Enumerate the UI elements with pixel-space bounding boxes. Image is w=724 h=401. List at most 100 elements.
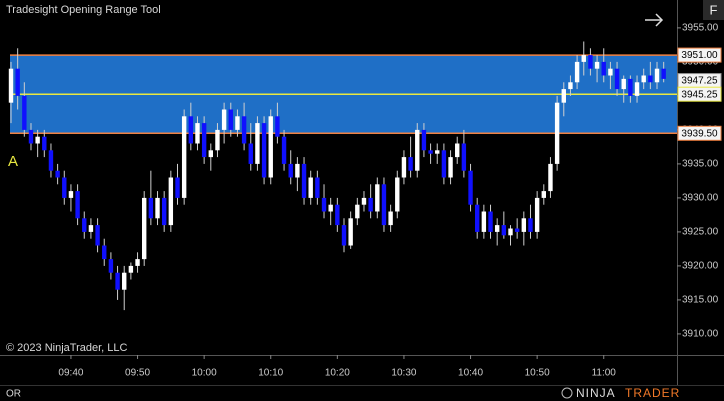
candle-body <box>475 204 480 232</box>
candle-body <box>235 116 240 130</box>
candle-body <box>195 123 200 144</box>
candle-body <box>375 184 380 212</box>
candle-body <box>315 177 320 198</box>
brand-left: NINJA <box>576 386 616 400</box>
candle-body <box>261 123 267 178</box>
x-tick-label: 10:00 <box>192 368 217 379</box>
y-tick-label: 3910.00 <box>682 329 719 340</box>
x-tick-label: 10:10 <box>258 368 283 379</box>
y-tick-label: 3915.00 <box>682 295 719 306</box>
x-tick-label: 10:20 <box>325 368 350 379</box>
candle-body <box>634 82 640 96</box>
candle-body <box>574 61 580 83</box>
candle-body <box>641 75 646 83</box>
candle-body <box>401 157 407 178</box>
candle-body <box>468 170 473 205</box>
plot-area <box>8 41 677 311</box>
f-button[interactable]: F <box>703 0 724 20</box>
candle-body <box>661 68 666 79</box>
candle-body <box>82 218 87 232</box>
candle-body <box>608 68 613 76</box>
button-bg <box>703 0 724 20</box>
y-tick-label: 3955.00 <box>682 23 719 34</box>
y-tick-label: 3920.00 <box>682 261 719 272</box>
candle-body <box>348 218 353 246</box>
candle-body <box>361 197 367 205</box>
candle-body <box>308 177 313 198</box>
candle-body <box>8 68 14 103</box>
candle-body <box>481 211 487 232</box>
navigate-arrow[interactable] <box>645 13 664 27</box>
candle-body <box>568 82 573 90</box>
brand-right: TRADER <box>625 386 680 400</box>
candle-body <box>448 157 453 178</box>
x-tick-label: 10:50 <box>525 368 550 379</box>
candle-body <box>395 177 400 212</box>
candle-body <box>48 150 54 171</box>
candle-body <box>35 136 40 144</box>
candle-body <box>455 143 460 158</box>
candle-body <box>135 259 140 266</box>
candle-body <box>102 245 107 260</box>
y-tick-label: 3935.00 <box>682 159 719 170</box>
candle-body <box>548 163 553 192</box>
candle-body <box>561 89 566 103</box>
x-tick-label: 10:30 <box>391 368 416 379</box>
candle-body <box>175 177 180 198</box>
candle-body <box>435 150 440 154</box>
candle-body <box>295 163 300 178</box>
candle-body <box>155 197 160 219</box>
status-label: OR <box>6 389 21 400</box>
candle-body <box>461 143 467 171</box>
candle-body <box>301 163 307 198</box>
candle-body <box>408 157 413 171</box>
candle-body <box>281 136 287 164</box>
candle-body <box>122 272 127 290</box>
candle-body <box>15 68 20 96</box>
candle-body <box>521 218 527 232</box>
candle-body <box>28 129 34 144</box>
candle-body <box>148 197 154 219</box>
candle-body <box>62 177 67 198</box>
candle-body <box>221 109 227 130</box>
price-marker-label: 3947.25 <box>681 76 718 87</box>
button-label: F <box>710 2 718 17</box>
candle-body <box>328 204 333 212</box>
candle-body <box>541 191 546 198</box>
candle-body <box>514 228 520 232</box>
candle-body <box>415 129 420 171</box>
y-tick-label: 3925.00 <box>682 227 719 238</box>
candle-body <box>142 197 147 260</box>
arrow-head <box>655 13 664 27</box>
candle-body <box>508 228 513 236</box>
candle-body <box>594 61 600 69</box>
candle-body <box>241 116 247 144</box>
candle-body <box>275 116 280 137</box>
chart-title: Tradesight Opening Range Tool <box>6 4 161 16</box>
candle-body <box>22 95 27 130</box>
candle-body <box>255 123 260 164</box>
candle-body <box>55 170 60 178</box>
price-marker-label: 3951.00 <box>681 50 718 61</box>
candle-body <box>421 129 427 151</box>
x-tick-label: 11:00 <box>592 368 617 379</box>
candle-body <box>228 109 233 130</box>
candle-body <box>388 211 393 226</box>
candle-body <box>621 78 626 90</box>
candle-body <box>248 143 253 164</box>
candle-body <box>68 191 74 198</box>
candle-body <box>341 225 347 246</box>
candle-body <box>528 218 533 232</box>
candle-body <box>428 150 433 154</box>
candle-body <box>654 68 660 83</box>
candle-body <box>494 225 500 232</box>
candle-body <box>628 78 633 96</box>
price-marker-box <box>677 47 722 63</box>
candle-body <box>75 191 80 219</box>
candle-body <box>208 150 213 158</box>
candle-body <box>501 225 507 236</box>
candle-body <box>168 177 174 226</box>
candle-body <box>288 163 293 178</box>
